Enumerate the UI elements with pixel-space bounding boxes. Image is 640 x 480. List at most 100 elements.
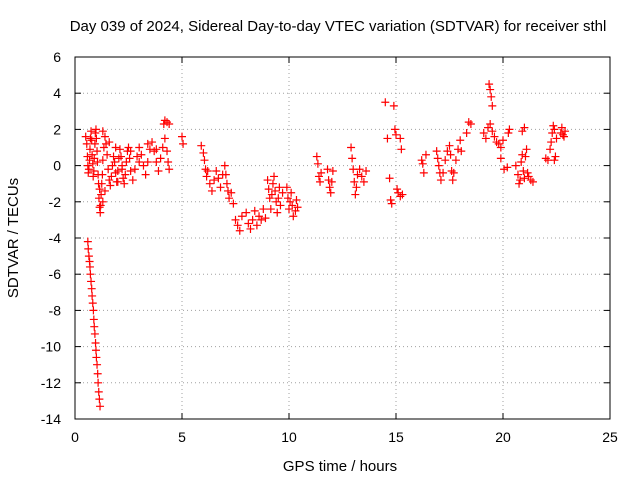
data-point [220, 161, 229, 170]
y-tick-label: -4 [49, 230, 62, 246]
data-point [541, 154, 550, 163]
data-point [417, 156, 426, 165]
data-point [84, 168, 93, 177]
data-point [91, 129, 100, 138]
data-point [135, 157, 144, 166]
data-point [252, 221, 261, 230]
data-point [231, 215, 240, 224]
data-point [519, 167, 528, 176]
data-point [106, 181, 115, 190]
data-point [561, 127, 570, 136]
data-point [359, 177, 368, 186]
data-point [96, 201, 105, 210]
x-tick-label: 5 [178, 429, 186, 445]
data-point [95, 203, 104, 212]
data-point [273, 208, 282, 217]
data-point [546, 145, 555, 154]
data-point [439, 168, 448, 177]
data-point [94, 194, 103, 203]
data-point [100, 132, 109, 141]
data-point [448, 176, 457, 185]
data-point [117, 152, 126, 161]
data-point [419, 168, 428, 177]
data-point [479, 129, 488, 138]
x-tick-label: 25 [602, 429, 618, 445]
data-point [90, 139, 99, 148]
data-point [462, 129, 471, 138]
data-point [94, 378, 103, 387]
data-point [516, 176, 525, 185]
data-point [128, 176, 137, 185]
data-point [154, 167, 163, 176]
data-point [197, 141, 206, 150]
data-point [528, 177, 537, 186]
data-point [108, 161, 117, 170]
data-point [550, 156, 559, 165]
data-point [286, 197, 295, 206]
y-tick-label: -10 [41, 339, 61, 355]
data-point [272, 197, 281, 206]
data-point [362, 167, 371, 176]
data-point [392, 130, 400, 139]
data-point [551, 152, 560, 161]
data-point [381, 98, 390, 107]
data-point [451, 156, 460, 165]
data-point [107, 172, 116, 181]
data-point [496, 154, 505, 163]
data-point [421, 150, 430, 159]
data-point [113, 167, 122, 176]
data-point [521, 152, 530, 161]
x-axis-label: GPS time / hours [283, 458, 397, 475]
data-point [84, 244, 93, 253]
data-point [288, 201, 297, 210]
y-tick-label: -14 [41, 411, 61, 427]
data-point [394, 188, 403, 197]
data-point [517, 157, 526, 166]
data-point [486, 85, 495, 94]
data-point [96, 402, 105, 411]
data-point [125, 154, 134, 163]
data-point [513, 170, 522, 179]
y-tick-label: -8 [49, 302, 62, 318]
data-point [490, 132, 499, 141]
data-point [205, 179, 214, 188]
data-point [418, 159, 427, 168]
data-point [314, 172, 323, 181]
data-point [466, 119, 475, 128]
data-point [552, 134, 561, 143]
data-point [499, 136, 507, 145]
data-point [91, 338, 100, 347]
data-point [348, 154, 357, 163]
data-point [118, 161, 127, 170]
data-point [328, 167, 337, 176]
data-point [121, 170, 130, 179]
data-point [156, 154, 165, 163]
data-point [436, 176, 445, 185]
data-point [93, 157, 102, 166]
data-point [263, 176, 272, 185]
data-point [89, 315, 98, 324]
data-point [351, 190, 360, 199]
data-point [390, 125, 399, 134]
data-point [104, 165, 113, 174]
data-point [111, 143, 120, 152]
data-point [179, 139, 188, 148]
data-point [225, 194, 234, 203]
data-point [549, 121, 558, 130]
data-point [100, 186, 109, 195]
data-point [82, 139, 91, 148]
data-point [105, 138, 114, 147]
data-point [323, 165, 332, 174]
data-point [244, 219, 253, 228]
data-point [160, 116, 169, 125]
x-tick-labels: 0 5 10 15 20 25 [71, 429, 618, 445]
data-point [526, 176, 535, 185]
data-point [393, 185, 402, 194]
data-point [93, 147, 102, 156]
data-point [386, 195, 395, 204]
data-point [264, 185, 273, 194]
data-point [119, 174, 128, 183]
data-point [163, 147, 172, 156]
data-point [457, 147, 466, 156]
data-point [199, 148, 208, 157]
